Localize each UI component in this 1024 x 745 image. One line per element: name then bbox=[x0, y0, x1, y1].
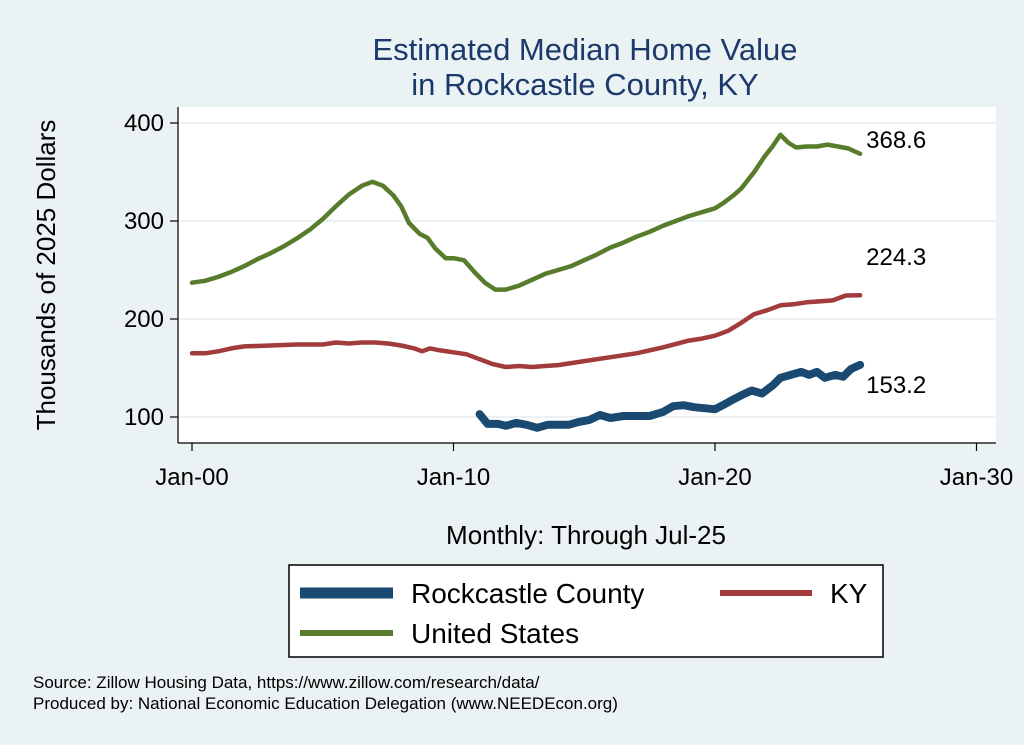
x-axis-title: Monthly: Through Jul-25 bbox=[446, 520, 726, 550]
y-tick-label: 400 bbox=[124, 110, 164, 137]
plot-area bbox=[178, 107, 996, 443]
x-tick-label: Jan-30 bbox=[940, 464, 1013, 491]
source-note: Source: Zillow Housing Data, https://www… bbox=[33, 673, 540, 692]
series-line-united-states bbox=[189, 132, 863, 292]
produced-by-note: Produced by: National Economic Education… bbox=[33, 694, 618, 713]
y-tick-label: 100 bbox=[124, 404, 164, 431]
legend-label-rockcastle: Rockcastle County bbox=[411, 578, 644, 609]
series-line-ky bbox=[189, 292, 863, 370]
legend-label-us: United States bbox=[411, 618, 579, 649]
series-lines bbox=[189, 132, 865, 432]
end-label-ky: 224.3 bbox=[866, 244, 926, 271]
end-labels: 153.2 224.3 368.6 bbox=[866, 127, 926, 399]
y-tick-label: 200 bbox=[124, 306, 164, 333]
end-label-rockcastle-county: 153.2 bbox=[866, 372, 926, 399]
grid bbox=[178, 122, 996, 418]
legend: Rockcastle County KY United States bbox=[288, 564, 884, 658]
axes: 100 200 300 400 Jan-00 Jan-10 Jan-20 Jan-30 bbox=[124, 107, 1013, 491]
y-tick-label: 300 bbox=[124, 208, 164, 235]
series-line-rockcastle-county bbox=[475, 360, 865, 432]
chart-title-line-1: Estimated Median Home Value bbox=[372, 32, 797, 67]
end-label-united-states: 368.6 bbox=[866, 127, 926, 154]
legend-label-ky: KY bbox=[830, 578, 868, 609]
legend-box bbox=[288, 564, 884, 658]
y-axis-title: Thousands of 2025 Dollars bbox=[31, 120, 61, 431]
x-tick-label: Jan-10 bbox=[417, 464, 490, 491]
chart-title-line-2: in Rockcastle County, KY bbox=[411, 67, 758, 102]
x-tick-label: Jan-20 bbox=[678, 464, 751, 491]
x-tick-label: Jan-00 bbox=[155, 464, 228, 491]
